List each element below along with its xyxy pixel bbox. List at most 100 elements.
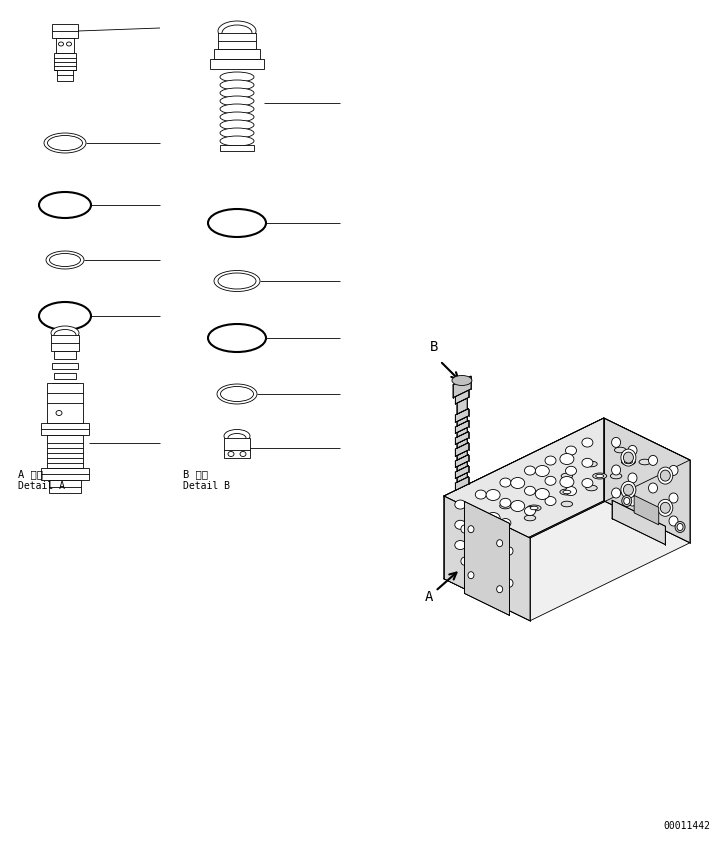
Ellipse shape xyxy=(560,454,574,464)
Ellipse shape xyxy=(220,386,253,401)
Bar xyxy=(41,468,89,480)
Ellipse shape xyxy=(39,302,91,330)
Polygon shape xyxy=(457,398,467,414)
Text: Detail A: Detail A xyxy=(18,481,65,491)
Ellipse shape xyxy=(54,330,76,341)
Ellipse shape xyxy=(648,506,658,516)
Bar xyxy=(51,335,79,351)
Ellipse shape xyxy=(46,251,84,269)
Ellipse shape xyxy=(628,473,637,483)
Ellipse shape xyxy=(500,518,511,528)
Ellipse shape xyxy=(500,478,511,487)
Bar xyxy=(47,383,83,423)
Ellipse shape xyxy=(669,493,678,503)
Bar xyxy=(47,435,83,468)
Text: B 詳細: B 詳細 xyxy=(183,469,208,479)
Bar xyxy=(54,393,76,399)
Ellipse shape xyxy=(560,489,574,495)
Ellipse shape xyxy=(524,515,536,521)
Ellipse shape xyxy=(535,488,549,500)
Ellipse shape xyxy=(624,497,630,504)
Ellipse shape xyxy=(648,509,654,517)
Ellipse shape xyxy=(563,491,571,494)
Ellipse shape xyxy=(648,483,658,493)
Bar xyxy=(53,413,77,419)
Ellipse shape xyxy=(218,21,256,41)
Ellipse shape xyxy=(50,254,80,266)
Bar xyxy=(214,49,260,59)
Polygon shape xyxy=(604,418,690,543)
Ellipse shape xyxy=(218,273,256,289)
Ellipse shape xyxy=(586,486,597,491)
Ellipse shape xyxy=(622,459,635,465)
Ellipse shape xyxy=(66,42,71,46)
Ellipse shape xyxy=(612,488,621,498)
Polygon shape xyxy=(456,454,469,467)
Ellipse shape xyxy=(669,465,678,475)
Polygon shape xyxy=(456,432,469,444)
Polygon shape xyxy=(457,473,467,482)
Ellipse shape xyxy=(222,25,252,41)
Ellipse shape xyxy=(51,326,79,340)
Ellipse shape xyxy=(648,455,658,465)
Ellipse shape xyxy=(220,88,254,98)
Bar xyxy=(52,24,78,38)
Ellipse shape xyxy=(220,112,254,122)
Ellipse shape xyxy=(506,579,513,588)
Ellipse shape xyxy=(39,192,91,218)
Ellipse shape xyxy=(582,459,593,467)
Ellipse shape xyxy=(545,476,556,486)
Ellipse shape xyxy=(661,502,670,513)
Ellipse shape xyxy=(561,473,573,479)
Ellipse shape xyxy=(675,522,685,533)
Ellipse shape xyxy=(208,209,266,237)
Ellipse shape xyxy=(565,486,576,496)
Ellipse shape xyxy=(677,524,683,530)
Ellipse shape xyxy=(622,496,632,507)
Ellipse shape xyxy=(586,461,597,467)
Text: B: B xyxy=(430,340,438,354)
Bar xyxy=(52,383,78,389)
Ellipse shape xyxy=(482,567,488,575)
Ellipse shape xyxy=(561,502,573,507)
Polygon shape xyxy=(456,443,469,456)
Ellipse shape xyxy=(220,136,254,146)
Polygon shape xyxy=(444,418,604,579)
Polygon shape xyxy=(457,438,467,448)
Ellipse shape xyxy=(482,535,488,543)
Ellipse shape xyxy=(461,557,468,565)
Ellipse shape xyxy=(524,466,536,475)
Polygon shape xyxy=(444,501,690,620)
Polygon shape xyxy=(457,427,467,438)
Ellipse shape xyxy=(669,516,678,526)
Ellipse shape xyxy=(475,530,487,540)
Polygon shape xyxy=(444,496,530,620)
Ellipse shape xyxy=(530,507,538,510)
Polygon shape xyxy=(457,451,467,460)
Ellipse shape xyxy=(545,456,556,465)
Ellipse shape xyxy=(612,438,621,448)
Polygon shape xyxy=(612,500,665,545)
Polygon shape xyxy=(456,390,469,404)
Ellipse shape xyxy=(500,498,511,507)
Ellipse shape xyxy=(475,490,487,499)
Ellipse shape xyxy=(217,384,257,404)
Ellipse shape xyxy=(621,449,636,466)
Ellipse shape xyxy=(625,460,632,464)
Ellipse shape xyxy=(208,324,266,352)
Ellipse shape xyxy=(224,429,250,443)
Bar xyxy=(210,59,264,69)
Ellipse shape xyxy=(455,540,466,550)
Polygon shape xyxy=(456,421,469,433)
Ellipse shape xyxy=(44,133,86,153)
Ellipse shape xyxy=(468,572,474,578)
Ellipse shape xyxy=(486,490,500,501)
Ellipse shape xyxy=(565,466,576,475)
Ellipse shape xyxy=(658,499,673,516)
Ellipse shape xyxy=(510,477,525,488)
Ellipse shape xyxy=(582,438,593,447)
Bar xyxy=(56,38,74,53)
Ellipse shape xyxy=(220,72,254,82)
Ellipse shape xyxy=(614,447,626,453)
Bar xyxy=(52,363,78,369)
